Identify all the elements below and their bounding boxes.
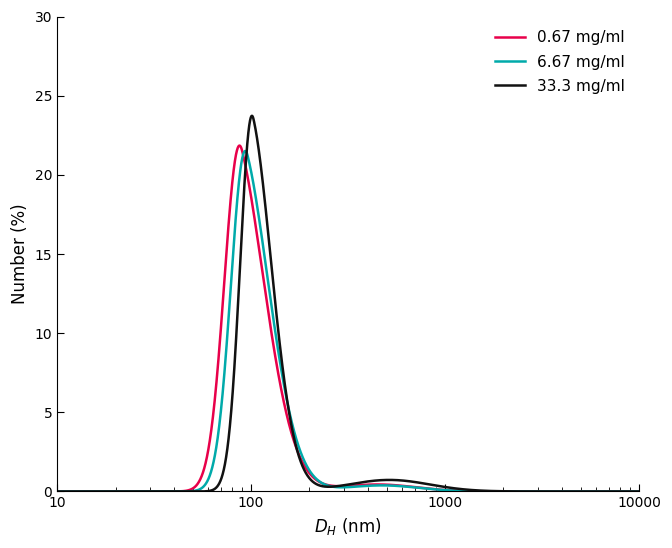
33.3 mg/ml [248, 112, 256, 119]
6.67 mg/ml [543, 488, 551, 495]
Line: 33.3 mg/ml: 33.3 mg/ml [57, 116, 672, 492]
0.67 mg/ml [669, 488, 672, 495]
6.67 mg/ml [669, 488, 672, 495]
6.67 mg/ml [276, 360, 284, 367]
33.3 mg/ml [84, 488, 92, 495]
0.67 mg/ml [444, 487, 452, 494]
33.3 mg/ml [418, 480, 426, 487]
33.3 mg/ml [276, 345, 284, 351]
33.3 mg/ml [543, 488, 551, 495]
33.3 mg/ml [669, 488, 672, 495]
Line: 6.67 mg/ml: 6.67 mg/ml [57, 151, 672, 492]
6.67 mg/ml [241, 148, 249, 155]
0.67 mg/ml [84, 488, 92, 495]
Y-axis label: Number (%): Number (%) [11, 204, 29, 304]
0.67 mg/ml [235, 142, 243, 149]
33.3 mg/ml [510, 488, 518, 495]
6.67 mg/ml [84, 488, 92, 495]
33.3 mg/ml [53, 488, 61, 495]
6.67 mg/ml [510, 488, 518, 495]
6.67 mg/ml [53, 488, 61, 495]
X-axis label: $D_H$ (nm): $D_H$ (nm) [314, 516, 382, 537]
33.3 mg/ml [444, 484, 452, 491]
0.67 mg/ml [510, 488, 518, 495]
0.67 mg/ml [418, 484, 426, 491]
6.67 mg/ml [418, 485, 426, 492]
6.67 mg/ml [444, 487, 452, 494]
Line: 0.67 mg/ml: 0.67 mg/ml [57, 146, 672, 492]
0.67 mg/ml [543, 488, 551, 495]
0.67 mg/ml [53, 488, 61, 495]
Legend: 0.67 mg/ml, 6.67 mg/ml, 33.3 mg/ml: 0.67 mg/ml, 6.67 mg/ml, 33.3 mg/ml [489, 24, 631, 100]
0.67 mg/ml [276, 381, 284, 387]
